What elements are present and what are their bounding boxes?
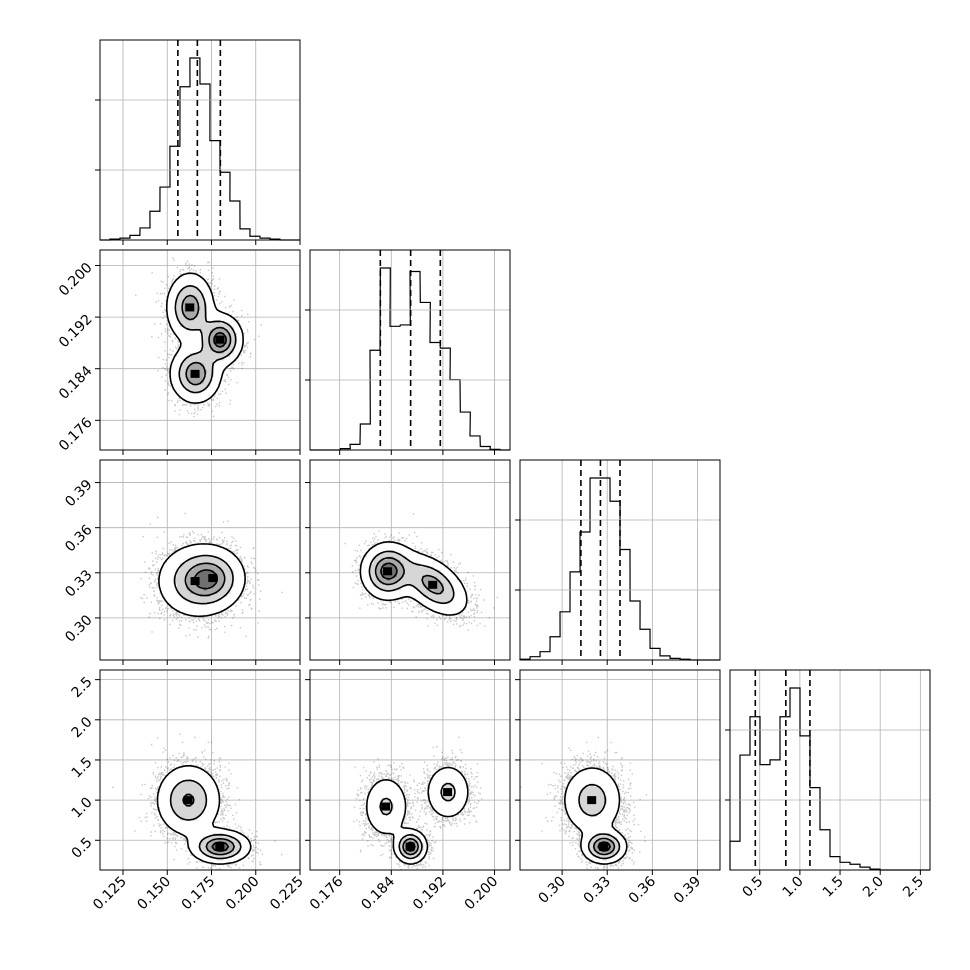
y-tick-label: 2.5: [69, 674, 96, 701]
panel-3-2: 0.30 0.33 0.36 0.39: [515, 669, 721, 907]
panel-2-0: 0.30 0.33 0.36 0.39: [62, 459, 301, 665]
histogram-panel-0: [95, 39, 301, 245]
contour-line: [213, 331, 227, 348]
density-layer: [353, 736, 483, 870]
density-peak: [443, 788, 453, 797]
x-tick-label: 2.0: [860, 874, 887, 901]
x-tick-label: 0.39: [671, 874, 704, 907]
contour-line: [193, 569, 218, 590]
contour-line: [181, 294, 232, 386]
panel-frame: [99, 249, 301, 451]
density-layer: [520, 736, 648, 870]
density-peak: [185, 303, 195, 312]
y-tick-label: 1.0: [69, 794, 96, 821]
density-peak: [208, 574, 218, 583]
panel-2-1: [305, 459, 511, 665]
x-tick-label: 0.225: [267, 874, 307, 914]
panel-frame: [309, 459, 511, 661]
x-tick-label: 0.150: [134, 874, 174, 914]
density-peak: [190, 369, 200, 378]
x-tick-label: 0.192: [410, 874, 450, 914]
contour-line: [379, 782, 456, 860]
x-tick-label: 2.5: [900, 874, 927, 901]
contour-line: [597, 841, 611, 852]
contour-line: [368, 550, 455, 605]
contour-line: [211, 841, 230, 852]
x-tick-label: 0.184: [358, 873, 398, 913]
contour-line: [169, 779, 242, 860]
density-layer: [140, 512, 283, 639]
y-tick-label: 0.33: [62, 567, 95, 600]
contour-line: [405, 841, 416, 852]
panel-3-1: 0.176 0.184 0.192 0.200: [305, 669, 511, 914]
x-tick-label: 0.33: [581, 874, 614, 907]
panel-frame: [519, 669, 721, 871]
contour-line: [380, 562, 398, 580]
density-peak: [405, 842, 415, 851]
panel-frame: [99, 459, 301, 661]
y-tick-label: 0.36: [62, 522, 95, 555]
density-peak: [428, 580, 438, 589]
contour-line: [359, 541, 468, 616]
y-tick-label: 0.200: [56, 260, 96, 300]
panel-frame: [309, 669, 511, 871]
x-tick-label: 0.5: [739, 874, 766, 901]
contour-line: [158, 543, 246, 618]
density-peak: [381, 802, 391, 811]
density-peak: [215, 842, 225, 851]
histogram-panel-1: [305, 249, 511, 455]
histogram-panel-3: 0.5 1.0 1.5 2.0 2.5: [725, 669, 931, 901]
contour-line: [402, 838, 419, 856]
contour-line: [374, 557, 445, 595]
contour-line: [166, 272, 244, 404]
contour-line: [564, 767, 628, 865]
contour-line: [578, 783, 621, 860]
y-tick-label: 0.30: [62, 612, 95, 645]
x-tick-label: 0.200: [462, 874, 502, 914]
y-tick-label: 0.192: [56, 311, 96, 351]
histogram-line: [100, 57, 300, 241]
x-tick-label: 1.0: [780, 874, 807, 901]
density-layer: [344, 513, 499, 631]
contour-line: [156, 765, 252, 865]
y-tick-label: 1.5: [69, 754, 96, 781]
density-layer: [112, 733, 283, 870]
y-tick-label: 0.184: [56, 363, 96, 403]
y-tick-label: 0.176: [56, 415, 96, 455]
histogram-panel-2: [515, 459, 721, 665]
contour-line: [184, 562, 226, 597]
x-tick-label: 0.175: [179, 874, 219, 914]
x-tick-label: 0.200: [223, 874, 263, 914]
contour-line: [592, 837, 616, 856]
panel-frame: [729, 669, 931, 871]
x-tick-label: 0.30: [536, 874, 569, 907]
y-tick-label: 0.5: [69, 835, 96, 862]
density-peak: [587, 796, 597, 805]
x-tick-label: 1.5: [820, 874, 847, 901]
x-tick-label: 0.36: [626, 873, 659, 906]
panel-frame: [99, 669, 301, 871]
y-tick-label: 2.0: [69, 714, 96, 741]
panel-frame: [519, 459, 721, 661]
panel-frame: [99, 39, 301, 241]
contour-line: [182, 793, 235, 856]
panel-3-0: 0.125 0.150 0.175 0.200 0.225 0.5 1.0 1.5 2.0 2.5: [69, 669, 307, 914]
density-peak: [383, 567, 393, 576]
y-tick-label: 0.39: [62, 477, 95, 510]
contour-line: [174, 285, 237, 394]
contour-line: [173, 554, 234, 605]
x-tick-label: 0.125: [90, 874, 130, 914]
panel-frame: [309, 249, 511, 451]
density-peak: [215, 335, 225, 344]
density-layer: [135, 257, 262, 418]
density-peak: [599, 842, 609, 851]
density-peak: [183, 796, 193, 805]
histogram-line: [729, 687, 930, 871]
x-tick-label: 0.176: [307, 873, 347, 913]
contour-line: [366, 766, 469, 865]
panel-1-0: 0.176 0.184 0.192 0.200: [56, 249, 301, 455]
